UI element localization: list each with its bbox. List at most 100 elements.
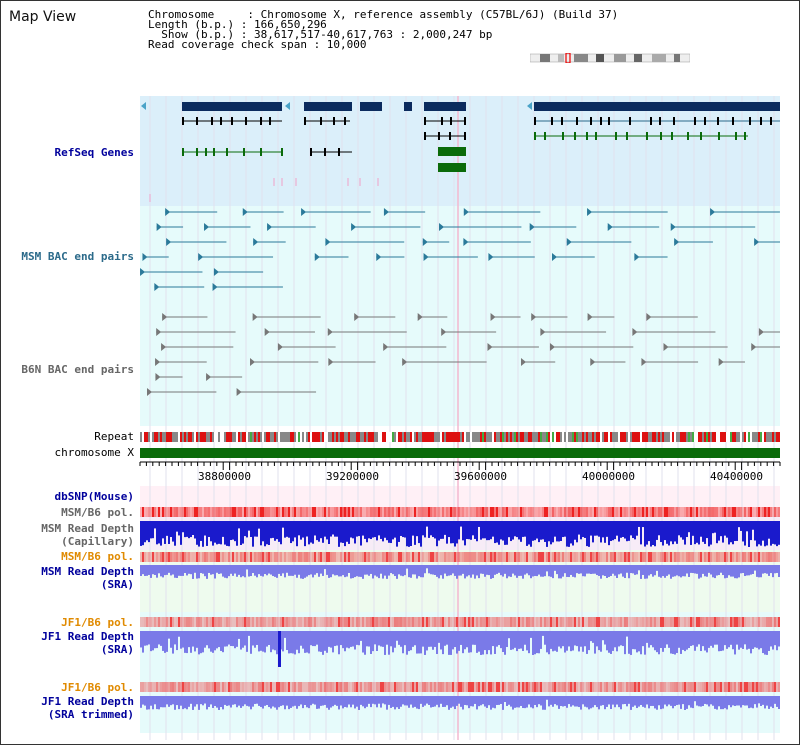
- jf1-trim-label[interactable]: JF1 Read Depth: [41, 695, 134, 708]
- read-depth-bar: [266, 565, 268, 576]
- polymorphism-cell: [570, 682, 572, 692]
- msm-sra-label[interactable]: MSM Read Depth: [41, 565, 134, 578]
- read-depth-bar: [568, 521, 570, 547]
- repeat-segment: [428, 432, 430, 442]
- polymorphism-cell: [488, 507, 490, 517]
- read-depth-bar: [186, 521, 188, 537]
- read-depth-bar: [196, 521, 198, 545]
- polymorphism-cell: [566, 682, 568, 692]
- b6n-bac-label[interactable]: B6N BAC end pairs: [21, 363, 134, 376]
- read-depth-bar: [208, 521, 210, 537]
- polymorphism-cell: [304, 507, 306, 517]
- polymorphism-cell: [466, 617, 468, 627]
- polymorphism-cell: [624, 682, 626, 692]
- polymorphism-cell: [724, 682, 726, 692]
- read-depth-bar: [548, 696, 550, 707]
- read-depth-bar: [420, 521, 422, 547]
- repeat-segment: [364, 432, 366, 442]
- read-depth-bar: [526, 696, 528, 708]
- read-depth-bar: [768, 565, 770, 576]
- polymorphism-cell: [162, 617, 164, 627]
- read-depth-bar: [478, 631, 480, 652]
- read-depth-bar: [460, 521, 462, 527]
- read-depth-bar: [314, 631, 316, 647]
- read-depth-bar: [370, 521, 372, 540]
- read-depth-bar: [336, 631, 338, 646]
- polymorphism-cell: [236, 507, 238, 517]
- read-depth-bar: [620, 696, 622, 710]
- refseq-genes-label[interactable]: RefSeq Genes: [54, 146, 134, 159]
- read-depth-bar: [286, 565, 288, 573]
- msm-bac-label[interactable]: MSM BAC end pairs: [21, 250, 134, 263]
- repeat-segment: [270, 432, 272, 442]
- read-depth-bar: [294, 521, 296, 538]
- dbsnp-label[interactable]: dbSNP(Mouse): [54, 490, 134, 503]
- exon-mark: [324, 148, 326, 156]
- polymorphism-cell: [626, 682, 628, 692]
- read-depth-bar: [468, 521, 470, 540]
- read-depth-bar: [700, 565, 702, 578]
- read-depth-bar: [494, 631, 496, 654]
- polymorphism-cell: [476, 682, 478, 692]
- repeat-segment: [708, 432, 710, 442]
- msm-bac-pair-end: [351, 223, 357, 231]
- read-depth-bar: [508, 521, 510, 538]
- polymorphism-cell: [146, 617, 148, 627]
- msm-pol2-label[interactable]: MSM/B6 pol.: [61, 550, 134, 563]
- read-depth-bar: [394, 631, 396, 648]
- polymorphism-cell: [640, 552, 642, 562]
- repeat-segment: [200, 432, 202, 442]
- polymorphism-cell: [340, 617, 342, 627]
- polymorphism-cell: [326, 507, 328, 517]
- polymorphism-cell: [230, 507, 232, 517]
- polymorphism-cell: [540, 617, 542, 627]
- repeat-segment: [758, 432, 760, 442]
- polymorphism-cell: [500, 617, 502, 627]
- read-depth-bar: [688, 521, 690, 533]
- read-depth-bar: [660, 565, 662, 578]
- polymorphism-cell: [286, 617, 288, 627]
- polymorphism-cell: [184, 682, 186, 692]
- msm-pol-label[interactable]: MSM/B6 pol.: [61, 506, 134, 519]
- read-depth-bar: [300, 696, 302, 705]
- msm-depth-cap-label[interactable]: MSM Read Depth: [41, 522, 134, 535]
- polymorphism-cell: [516, 507, 518, 517]
- read-depth-bar: [238, 631, 240, 639]
- polymorphism-cell: [366, 617, 368, 627]
- read-depth-bar: [716, 696, 718, 710]
- polymorphism-cell: [674, 552, 676, 562]
- read-depth-bar: [414, 565, 416, 575]
- polymorphism-cell: [750, 552, 752, 562]
- b6n-bac-pair-end: [383, 343, 389, 351]
- jf1-pol2-label[interactable]: JF1/B6 pol.: [61, 681, 134, 694]
- polymorphism-cell: [400, 682, 402, 692]
- repeat-segment: [234, 432, 236, 442]
- read-depth-bar: [406, 696, 408, 706]
- polymorphism-cell: [260, 507, 262, 517]
- polymorphism-cell: [646, 617, 648, 627]
- polymorphism-cell: [496, 507, 498, 517]
- polymorphism-cell: [384, 507, 386, 517]
- read-depth-bar: [286, 521, 288, 537]
- repeat-segment: [208, 432, 210, 442]
- jf1-sra-label[interactable]: JF1 Read Depth: [41, 630, 134, 643]
- read-depth-bar: [284, 521, 286, 538]
- jf1-pol-label[interactable]: JF1/B6 pol.: [61, 616, 134, 629]
- read-depth-bar: [766, 696, 768, 706]
- repeat-segment: [696, 432, 698, 442]
- polymorphism-cell: [696, 507, 698, 517]
- polymorphism-cell: [356, 552, 358, 562]
- polymorphism-cell: [580, 507, 582, 517]
- polymorphism-cell: [692, 507, 694, 517]
- polymorphism-cell: [192, 552, 194, 562]
- chromosome-ideogram[interactable]: [530, 53, 690, 63]
- polymorphism-cell: [322, 617, 324, 627]
- polymorphism-cell: [430, 552, 432, 562]
- polymorphism-cell: [706, 617, 708, 627]
- polymorphism-cell: [294, 552, 296, 562]
- read-depth-bar: [306, 696, 308, 708]
- read-depth-bar: [702, 631, 704, 647]
- polymorphism-cell: [274, 682, 276, 692]
- read-depth-bar: [462, 521, 464, 541]
